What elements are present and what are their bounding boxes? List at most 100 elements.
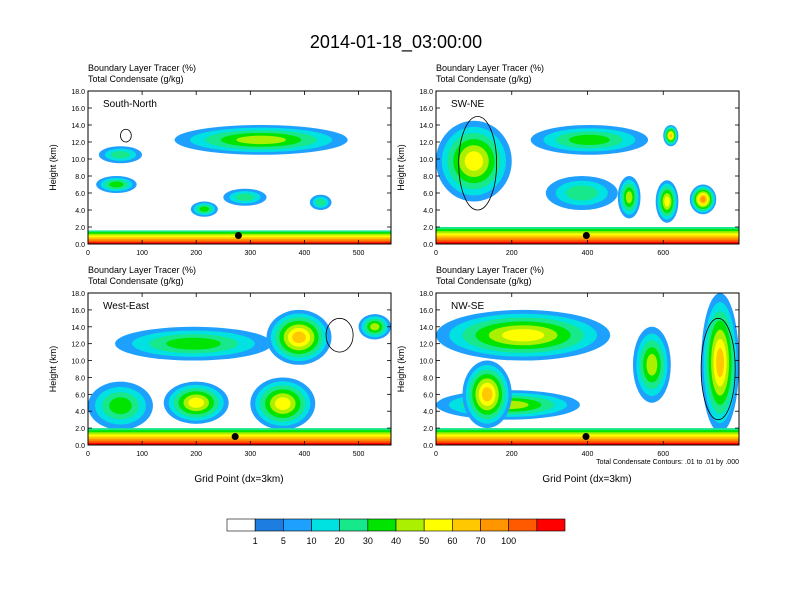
plume-2-level-20 [109,181,124,188]
y-tick-label: 6.0 [75,191,85,198]
y-tick-label: 14.0 [71,123,85,130]
x-tick-label: 200 [190,451,202,458]
x-tick-label: 600 [657,451,669,458]
y-tick-label: 0.0 [423,242,433,249]
plume-2-level-20 [568,134,610,146]
condensate-contour-0 [325,317,354,353]
plume-5-level-10 [235,193,255,202]
x-tick-label: 600 [657,250,669,257]
condensate-contour-0 [458,116,498,211]
plume-4-level-20 [199,206,210,212]
x-tick-label: 200 [506,250,518,257]
y-tick-label: 16.0 [71,106,85,113]
chart-panel-west-east: Boundary Layer Tracer (%)Total Condensat… [48,265,392,458]
colorbar-label: 1 [253,536,258,546]
surface-band-100 [88,442,391,445]
plume-5-level-40 [664,196,670,207]
y-tick-label: 18.0 [419,291,433,298]
location-marker [582,433,590,441]
colorbar-swatch [423,518,453,532]
y-tick-label: 2.0 [75,426,85,433]
colorbar-label: 5 [281,536,286,546]
panel-title: NW-SE [451,301,484,312]
colorbar: 1 5 10 20 30 40 50 60 70 100 [226,518,566,546]
location-marker [231,433,239,441]
y-tick-label: 8.0 [75,174,85,181]
panel-title: West-East [103,301,149,312]
panel-label-condensate: Total Condensate (g/kg) [88,74,184,84]
colorbar-swatch [395,518,425,532]
x-tick-label: 200 [190,250,202,257]
x-tick-label: 0 [434,250,438,257]
y-tick-label: 0.0 [75,443,85,450]
y-tick-label: 16.0 [71,308,85,315]
x-tick-label: 200 [506,451,518,458]
colorbar-label: 60 [447,536,457,546]
y-tick-label: 14.0 [419,325,433,332]
plume-4-level-40 [188,397,205,408]
y-axis-label: Height (km) [396,346,406,393]
y-axis-label: Height (km) [48,346,58,393]
x-tick-label: 0 [434,451,438,458]
y-tick-label: 8.0 [423,174,433,181]
location-marker [234,232,242,239]
y-tick-label: 12.0 [419,342,433,349]
x-tick-label: 0 [86,250,90,257]
y-tick-label: 6.0 [75,392,85,399]
panel-title: South-North [103,99,157,110]
plot-frame [87,90,392,245]
plot-area [436,293,739,445]
plume-6-level-30 [370,323,380,331]
colorbar-label: 70 [475,536,485,546]
x-tick-label: 100 [136,250,148,257]
x-tick-label: 400 [299,451,311,458]
panel-label-condensate: Total Condensate (g/kg) [88,276,184,286]
y-tick-label: 0.0 [75,242,85,249]
colorbar-swatch [536,518,566,532]
plume-1-level-30 [236,135,286,145]
y-tick-label: 12.0 [419,140,433,147]
chart-panel-sw-ne: Boundary Layer Tracer (%)Total Condensat… [396,63,740,257]
y-tick-label: 10.0 [71,157,85,164]
y-tick-label: 12.0 [71,140,85,147]
y-tick-label: 18.0 [419,89,433,96]
y-tick-label: 6.0 [423,191,433,198]
location-marker [582,232,590,239]
y-tick-label: 10.0 [419,157,433,164]
plot-area [88,293,391,445]
y-tick-label: 12.0 [71,342,85,349]
y-tick-label: 2.0 [423,426,433,433]
colorbar-swatch [508,518,538,532]
plume-1-level-40 [464,151,484,171]
panel-label-tracer: Boundary Layer Tracer (%) [88,265,196,275]
y-tick-label: 4.0 [423,208,433,215]
x-tick-label: 300 [244,250,256,257]
y-axis-label: Height (km) [48,144,58,191]
panel-label-tracer: Boundary Layer Tracer (%) [436,63,544,73]
chart-panel-south-north: Boundary Layer Tracer (%)Total Condensat… [48,63,392,257]
x-tick-label: 100 [136,451,148,458]
y-tick-label: 6.0 [423,392,433,399]
contour-note: Total Condensate Contours: .01 to .01 by… [596,459,739,466]
plume-4-level-30 [625,191,633,204]
y-tick-label: 16.0 [419,308,433,315]
colorbar-label: 10 [306,536,316,546]
panel-title: SW-NE [451,99,484,110]
condensate-contour-0 [700,317,736,421]
colorbar-swatch [480,518,509,532]
plume-6-level-10 [315,198,326,206]
colorbar-swatch [283,518,312,532]
plume-4-level-30 [646,353,658,376]
y-tick-label: 14.0 [419,123,433,130]
y-tick-label: 10.0 [71,359,85,366]
plume-3-level-50 [481,387,493,402]
y-tick-label: 10.0 [419,359,433,366]
x-axis-label-left: Grid Point (dx=3km) [194,474,283,485]
y-tick-label: 2.0 [75,225,85,232]
y-tick-label: 0.0 [423,443,433,450]
x-tick-label: 400 [582,250,594,257]
x-tick-label: 300 [244,451,256,458]
panel-label-tracer: Boundary Layer Tracer (%) [88,63,196,73]
plume-3-level-10 [110,150,131,159]
